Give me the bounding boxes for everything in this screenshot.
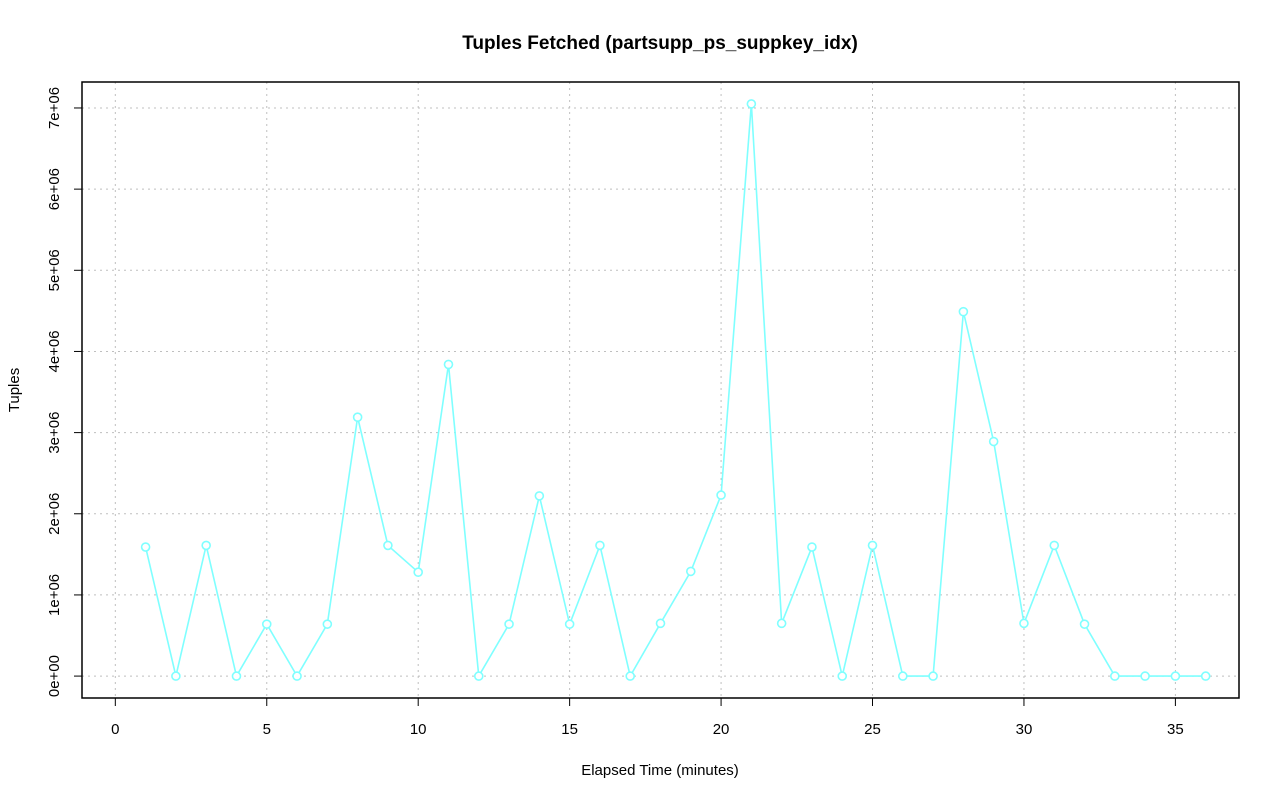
data-point	[1140, 671, 1150, 681]
data-point	[776, 618, 787, 629]
data-point	[383, 540, 393, 551]
data-point	[171, 671, 181, 681]
x-tick-label: 35	[1167, 721, 1184, 738]
data-point	[716, 490, 726, 500]
series-line	[144, 103, 1206, 679]
x-tick-label: 25	[864, 721, 881, 738]
data-point	[685, 566, 696, 577]
y-tick-label: 7e+06	[46, 87, 63, 129]
data-point	[988, 436, 999, 447]
data-point	[140, 542, 151, 552]
data-point	[807, 542, 817, 552]
data-point	[867, 540, 878, 551]
x-axis: 0 5 10 15 20 25 30 35	[111, 697, 1184, 738]
x-tick-label: 5	[263, 721, 271, 738]
grid-lines	[82, 82, 1239, 698]
data-point	[837, 671, 848, 681]
data-point	[1170, 671, 1181, 681]
x-tick-label: 0	[111, 721, 119, 738]
data-point	[1079, 619, 1090, 629]
data-point	[655, 618, 666, 629]
y-tick-label: 1e+06	[46, 574, 63, 616]
data-point	[231, 671, 242, 681]
y-tick-label: 4e+06	[46, 330, 63, 372]
data-point	[625, 671, 636, 681]
y-tick-label: 3e+06	[46, 412, 63, 454]
data-point	[746, 99, 757, 109]
data-point	[928, 671, 938, 681]
x-tick-label: 10	[410, 721, 427, 738]
data-point	[292, 671, 302, 681]
y-tick-label: 6e+06	[46, 168, 63, 210]
y-tick-label: 2e+06	[46, 493, 63, 535]
x-tick-label: 20	[713, 721, 730, 738]
data-point	[201, 540, 211, 551]
x-tick-label: 30	[1016, 721, 1033, 738]
y-tick-label: 0e+00	[46, 655, 63, 697]
data-point	[261, 619, 272, 629]
data-point	[534, 491, 545, 501]
data-point	[564, 619, 575, 629]
data-point	[413, 567, 423, 578]
x-axis-label: Elapsed Time (minutes)	[581, 762, 739, 779]
data-point	[322, 619, 333, 629]
chart-title: Tuples Fetched (partsupp_ps_suppkey_idx)	[462, 33, 858, 54]
data-point	[958, 306, 969, 317]
data-point	[595, 540, 605, 551]
plot-frame	[81, 81, 1240, 699]
data-point	[443, 359, 454, 370]
data-point	[352, 412, 363, 422]
y-axis: 0e+00 1e+06 2e+06 3e+06 4e+06 5e+06 6e+06 7e+06	[46, 87, 82, 697]
data-point	[1110, 671, 1120, 681]
data-point	[1019, 618, 1029, 629]
data-series	[140, 99, 1211, 681]
data-point	[898, 671, 908, 681]
data-point	[1049, 540, 1060, 551]
y-tick-label: 5e+06	[46, 249, 63, 291]
data-point	[473, 671, 484, 681]
data-point	[504, 619, 514, 629]
data-point	[1200, 671, 1211, 681]
x-tick-label: 15	[561, 721, 578, 738]
y-axis-label: Tuples	[6, 368, 23, 412]
